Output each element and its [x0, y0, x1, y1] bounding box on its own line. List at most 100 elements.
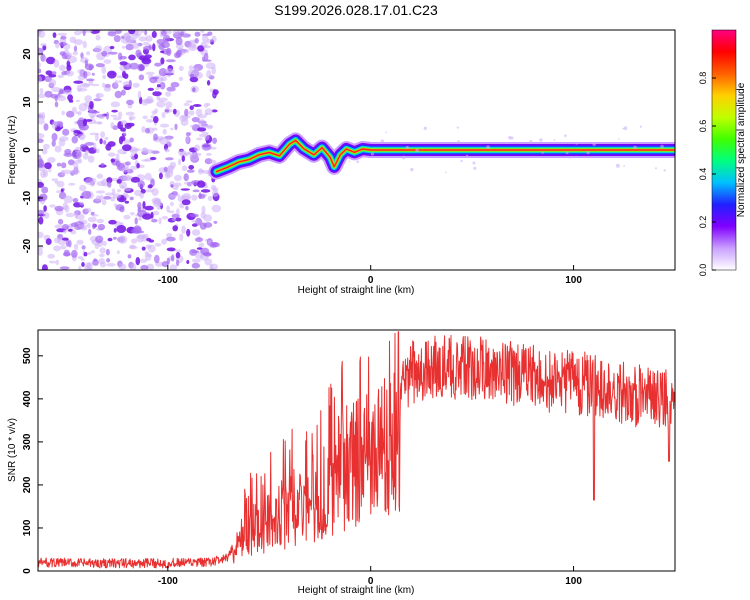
- noise-speck: [194, 31, 201, 37]
- noise-speck: [128, 115, 136, 120]
- noise-speck: [211, 184, 217, 191]
- noise-speck: [204, 108, 213, 116]
- noise-speck: [211, 242, 220, 248]
- noise-speck: [47, 157, 56, 163]
- noise-speck: [129, 196, 134, 201]
- noise-speck: [176, 208, 180, 216]
- y-tick-label: 10: [22, 96, 33, 108]
- noise-speck: [172, 225, 178, 232]
- noise-speck: [128, 54, 136, 61]
- noise-speck: [66, 110, 75, 118]
- y-tick-label: 20: [22, 48, 33, 60]
- noise-speck: [38, 61, 41, 69]
- x-tick-label: 0: [368, 576, 374, 587]
- faint-speck: [660, 144, 664, 149]
- noise-speck: [51, 140, 56, 147]
- noise-speck: [198, 169, 205, 173]
- noise-speck: [197, 114, 207, 119]
- noise-speck: [70, 222, 79, 227]
- noise-speck: [113, 228, 117, 233]
- noise-speck: [206, 124, 213, 130]
- noise-speck: [165, 91, 172, 97]
- noise-speck: [78, 265, 82, 270]
- noise-speck: [60, 162, 67, 169]
- noise-speck: [122, 174, 133, 181]
- faint-speck: [423, 126, 427, 130]
- noise-speck: [96, 180, 107, 187]
- noise-speck: [201, 131, 209, 135]
- noise-speck: [154, 243, 162, 247]
- noise-speck: [212, 89, 219, 95]
- noise-speck: [129, 244, 136, 249]
- noise-speck: [181, 199, 191, 206]
- noise-speck: [181, 49, 190, 54]
- noise-speck: [166, 232, 173, 238]
- noise-speck: [95, 148, 100, 154]
- noise-speck: [179, 233, 184, 242]
- noise-speck: [123, 214, 131, 220]
- noise-speck: [107, 181, 112, 188]
- noise-speck: [73, 160, 82, 164]
- noise-speck: [65, 212, 76, 218]
- faint-speck: [663, 169, 666, 172]
- noise-speck: [51, 132, 58, 142]
- noise-speck: [107, 70, 117, 79]
- noise-speck: [161, 111, 166, 119]
- noise-speck: [159, 136, 168, 145]
- noise-speck: [168, 210, 175, 214]
- noise-speck: [89, 101, 94, 109]
- noise-speck: [144, 205, 154, 211]
- noise-speck: [191, 229, 201, 236]
- noise-speck: [75, 99, 80, 103]
- faint-speck: [529, 140, 533, 144]
- noise-speck: [152, 210, 160, 216]
- noise-speck: [166, 247, 176, 252]
- noise-speck: [64, 148, 72, 155]
- noise-speck: [105, 248, 110, 256]
- colorbar-tick-label: 0.6: [698, 120, 708, 133]
- noise-speck: [185, 206, 189, 211]
- noise-speck: [203, 125, 208, 129]
- noise-speck: [192, 104, 202, 107]
- noise-speck: [38, 75, 43, 84]
- noise-speck: [74, 211, 79, 219]
- noise-speck: [67, 55, 78, 64]
- noise-speck: [138, 217, 142, 221]
- noise-speck: [137, 206, 141, 213]
- noise-speck: [110, 121, 115, 129]
- faint-speck: [541, 151, 544, 154]
- noise-speck: [172, 30, 180, 35]
- noise-speck: [213, 220, 218, 224]
- noise-speck: [43, 205, 47, 212]
- colorbar-tick-label: 0.4: [698, 168, 708, 181]
- noise-speck: [72, 198, 79, 203]
- colorbar-tick-label: 0.2: [698, 216, 708, 229]
- noise-speck: [43, 123, 49, 131]
- noise-speck: [132, 42, 140, 49]
- noise-speck: [170, 81, 180, 88]
- noise-speck: [145, 71, 155, 75]
- y-tick-label: 0: [22, 147, 33, 153]
- noise-speck: [38, 50, 42, 57]
- noise-speck: [93, 98, 102, 102]
- noise-speck: [107, 237, 113, 242]
- noise-speck: [196, 72, 203, 79]
- noise-speck: [161, 30, 167, 36]
- noise-speck: [152, 198, 162, 208]
- faint-speck: [564, 134, 567, 137]
- faint-speck: [575, 141, 579, 145]
- noise-speck: [207, 239, 212, 244]
- faint-speck: [473, 166, 477, 170]
- noise-speck: [156, 95, 161, 101]
- noise-speck: [159, 202, 163, 207]
- snr-line: [38, 331, 675, 569]
- noise-speck: [152, 43, 156, 52]
- noise-speck: [191, 250, 200, 254]
- noise-speck: [110, 101, 121, 108]
- noise-speck: [96, 173, 104, 179]
- spectrogram-x-axis: -100 0 100: [158, 265, 582, 286]
- noise-speck: [73, 243, 79, 250]
- faint-speck: [405, 145, 409, 150]
- noise-speck: [56, 162, 62, 167]
- noise-speck: [186, 169, 195, 173]
